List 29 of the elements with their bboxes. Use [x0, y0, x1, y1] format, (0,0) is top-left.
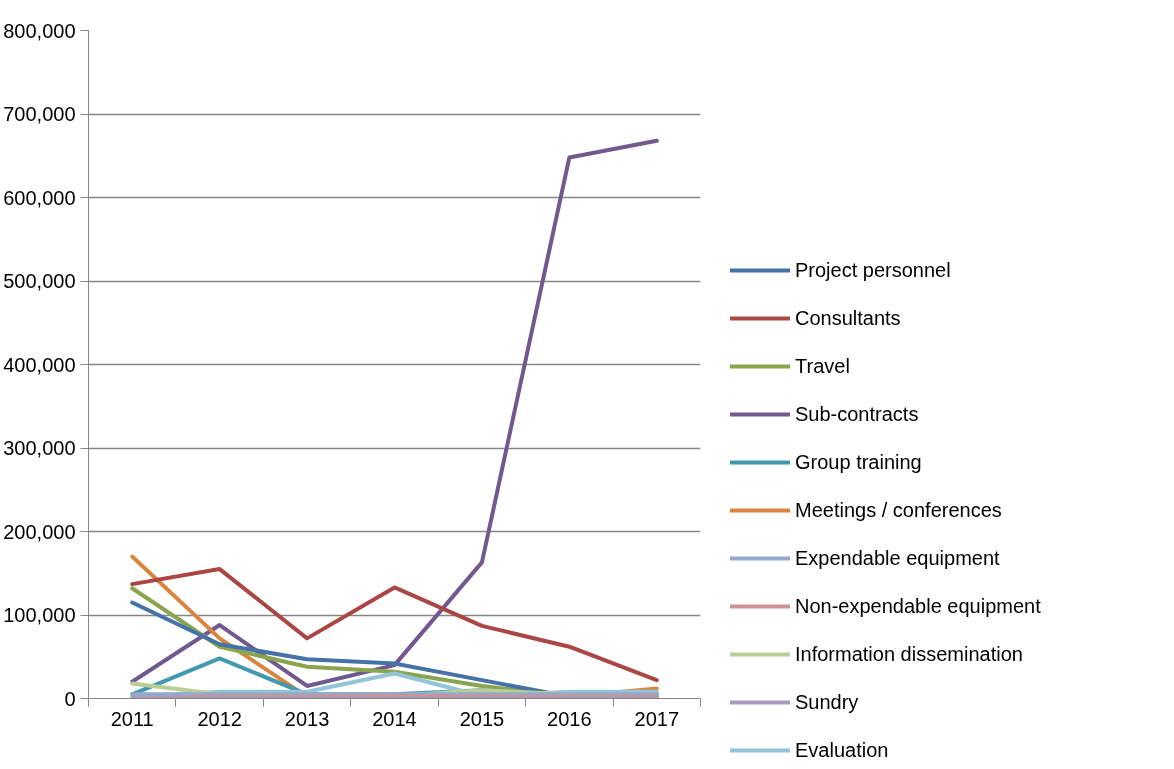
x-tick-label: 2015	[459, 707, 505, 730]
x-tick-label: 2011	[110, 707, 154, 730]
y-tick-label: 800,000	[3, 19, 76, 42]
x-tick-label: 2014	[372, 707, 417, 730]
y-tick-label: 200,000	[3, 520, 76, 543]
x-tick-label: 2016	[547, 707, 592, 730]
legend-label: Project personnel	[795, 257, 951, 283]
legend-label: Non-expendable equipment	[795, 593, 1041, 619]
legend-label: Consultants	[795, 305, 901, 331]
legend-label: Expendable equipment	[795, 545, 1000, 571]
y-tick-label: 300,000	[3, 437, 76, 459]
line-series	[130, 567, 659, 683]
x-tick-label: 2013	[284, 707, 330, 730]
legend-label: Sundry	[795, 689, 859, 715]
legend-label: Sub-contracts	[795, 401, 919, 427]
legend-label: Information dissemination	[795, 641, 1023, 667]
legend-label: Travel	[795, 353, 850, 379]
x-tick-label: 2017	[634, 707, 680, 730]
y-tick-label: 0	[64, 687, 76, 710]
x-tick-label: 2012	[197, 707, 242, 730]
y-tick-label: 100,000	[3, 604, 76, 626]
legend-label: Evaluation	[795, 737, 889, 763]
legend-label: Group training	[795, 449, 922, 475]
y-tick-label: 600,000	[3, 186, 76, 209]
line-series	[130, 138, 659, 688]
y-tick-label: 400,000	[3, 353, 76, 376]
y-tick-label: 700,000	[3, 103, 76, 125]
y-tick-label: 500,000	[3, 270, 76, 292]
legend-label: Meetings / conferences	[795, 497, 1002, 523]
